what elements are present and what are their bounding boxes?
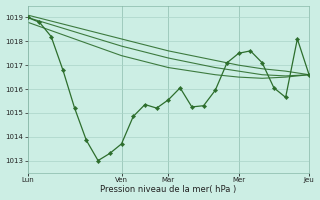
X-axis label: Pression niveau de la mer( hPa ): Pression niveau de la mer( hPa ) — [100, 185, 236, 194]
